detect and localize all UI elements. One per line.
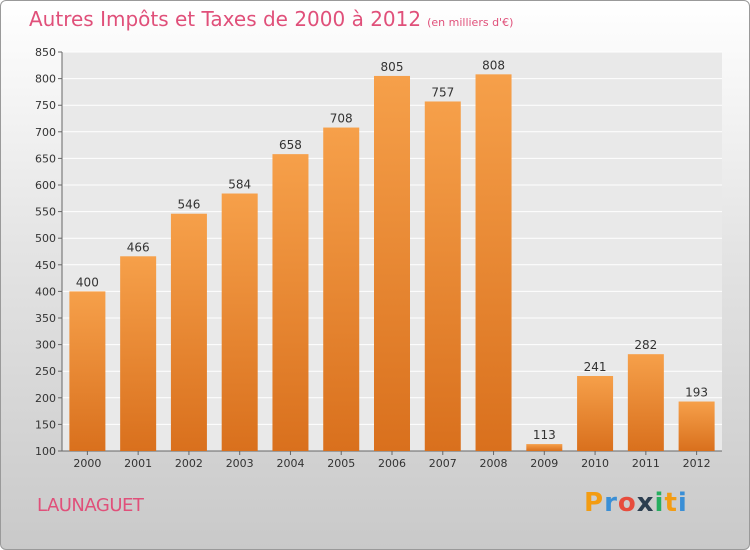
x-tick-label-2002: 2002: [175, 457, 203, 470]
x-tick-label-2006: 2006: [378, 457, 406, 470]
bar-2012: [678, 401, 715, 451]
y-tick-label: 150: [35, 418, 56, 431]
data-label-2006: 805: [381, 60, 404, 74]
bar-2001: [120, 256, 157, 451]
proxiti-logo: Proxiti: [584, 488, 688, 518]
x-tick-label-2007: 2007: [429, 457, 457, 470]
data-label-2010: 241: [584, 360, 607, 374]
data-label-2001: 466: [127, 240, 150, 254]
chart-title: Autres Impôts et Taxes de 2000 à 2012 (en…: [29, 7, 513, 31]
x-tick-label-2001: 2001: [124, 457, 152, 470]
data-label-2009: 113: [533, 428, 556, 442]
x-tick-label-2008: 2008: [480, 457, 508, 470]
bar-2006: [374, 75, 410, 451]
y-tick-label: 100: [35, 445, 56, 458]
y-tick-label: 850: [35, 46, 56, 59]
data-label-2003: 584: [228, 178, 251, 192]
y-tick-label: 200: [35, 392, 56, 405]
y-tick-label: 250: [35, 365, 56, 378]
data-label-2007: 757: [431, 85, 454, 99]
bar-2000: [69, 291, 106, 451]
bar-2003: [221, 193, 258, 451]
logo-letter: x: [636, 488, 655, 518]
y-tick-label: 550: [35, 206, 56, 219]
bar-2004: [272, 154, 309, 452]
y-tick-label: 600: [35, 179, 56, 192]
y-tick-label: 800: [35, 73, 56, 86]
y-tick-label: 300: [35, 339, 56, 352]
data-label-2008: 808: [482, 58, 505, 72]
data-label-2011: 282: [634, 338, 657, 352]
bar-2009: [526, 444, 563, 451]
logo-letter: o: [617, 488, 637, 518]
logo-letter: t: [664, 488, 678, 518]
chart-unit: (en milliers d'€): [427, 16, 514, 29]
bar-2005: [323, 127, 360, 451]
logo-letter: r: [604, 488, 618, 518]
x-tick-label-2003: 2003: [226, 457, 254, 470]
data-label-2004: 658: [279, 138, 302, 152]
bar-2011: [627, 354, 664, 451]
data-label-2005: 708: [330, 112, 353, 126]
logo-letter: i: [654, 488, 665, 518]
x-tick-label-2004: 2004: [276, 457, 304, 470]
chart-title-text: Autres Impôts et Taxes de 2000 à 2012: [29, 7, 422, 31]
y-tick-label: 400: [35, 285, 56, 298]
y-tick-label: 750: [35, 99, 56, 112]
x-tick-label-2000: 2000: [73, 457, 101, 470]
logo-letter: i: [677, 488, 688, 518]
logo-letter: P: [584, 488, 605, 518]
y-tick-label: 700: [35, 126, 56, 139]
data-label-2000: 400: [76, 275, 99, 289]
data-label-2012: 193: [685, 386, 708, 400]
y-tick-label: 500: [35, 232, 56, 245]
data-label-2002: 546: [177, 198, 200, 212]
place-name: LAUNAGUET: [37, 495, 144, 516]
bar-2007: [424, 101, 461, 451]
y-tick-label: 350: [35, 312, 56, 325]
x-tick-label-2009: 2009: [530, 457, 558, 470]
bar-2010: [577, 375, 614, 451]
x-tick-label-2005: 2005: [327, 457, 355, 470]
y-tick-label: 650: [35, 152, 56, 165]
y-tick-label: 450: [35, 259, 56, 272]
bar-2002: [170, 213, 207, 451]
x-tick-label-2011: 2011: [632, 457, 660, 470]
x-tick-label-2012: 2012: [683, 457, 711, 470]
bar-2008: [475, 74, 512, 452]
x-tick-label-2010: 2010: [581, 457, 609, 470]
